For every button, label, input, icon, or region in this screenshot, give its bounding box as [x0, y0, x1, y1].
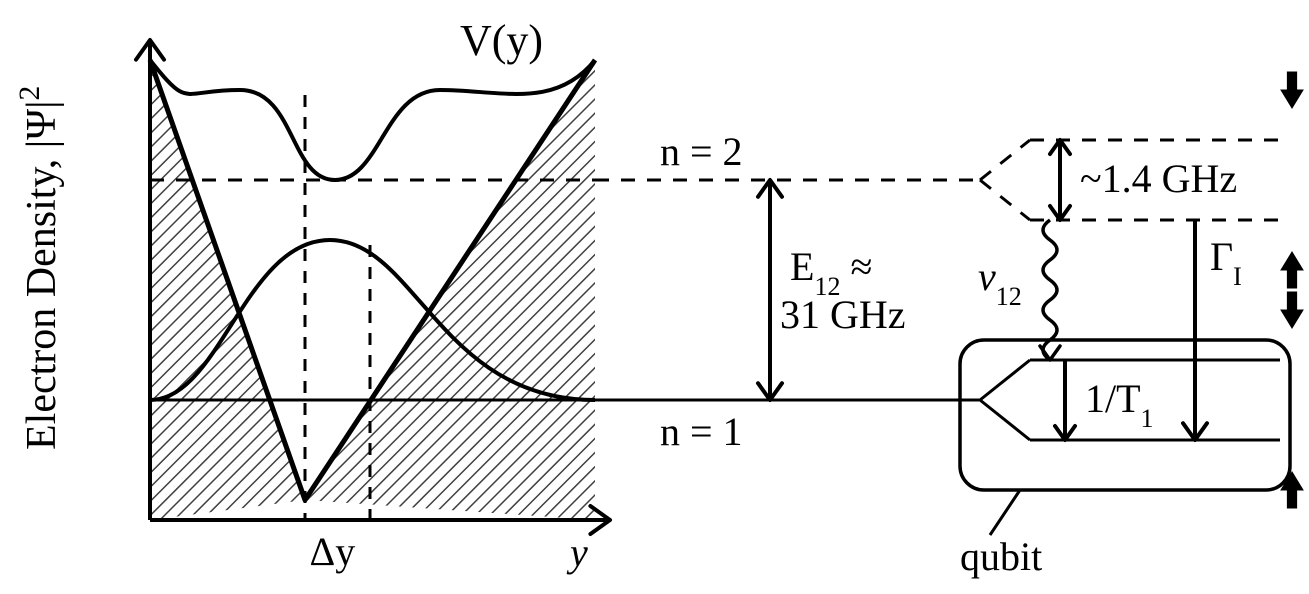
- level-n1-split-dn: [980, 400, 1030, 440]
- ghz14-label: ~1.4 GHz: [1080, 156, 1237, 201]
- n1-label: n = 1: [660, 409, 743, 454]
- t1-label: 1/T1: [1085, 376, 1154, 433]
- level-n1-split-up: [980, 360, 1030, 400]
- spin-arrow: [1281, 252, 1303, 288]
- gamma-label: ΓI: [1210, 234, 1242, 291]
- x-axis-label: y: [566, 530, 588, 575]
- svg-text:Electron Density, |Ψ|2: Electron Density, |Ψ|2: [14, 86, 65, 450]
- nu12-label: ν12: [978, 254, 1022, 311]
- spin-arrow: [1281, 72, 1303, 108]
- level-n2-split-up: [980, 140, 1030, 180]
- potential-label: V(y): [460, 16, 543, 65]
- e12-label-2: 31 GHz: [780, 292, 906, 337]
- n2-label: n = 2: [660, 129, 743, 174]
- y-axis-label: Electron Density, |Ψ|2: [14, 86, 65, 450]
- qubit-label: qubit: [960, 534, 1042, 579]
- qubit-leader: [990, 490, 1020, 535]
- spin-arrow: [1281, 292, 1303, 328]
- spin-arrow: [1281, 472, 1303, 508]
- delta-y-label: Δy: [310, 529, 356, 574]
- level-n2-split-dn: [980, 180, 1030, 220]
